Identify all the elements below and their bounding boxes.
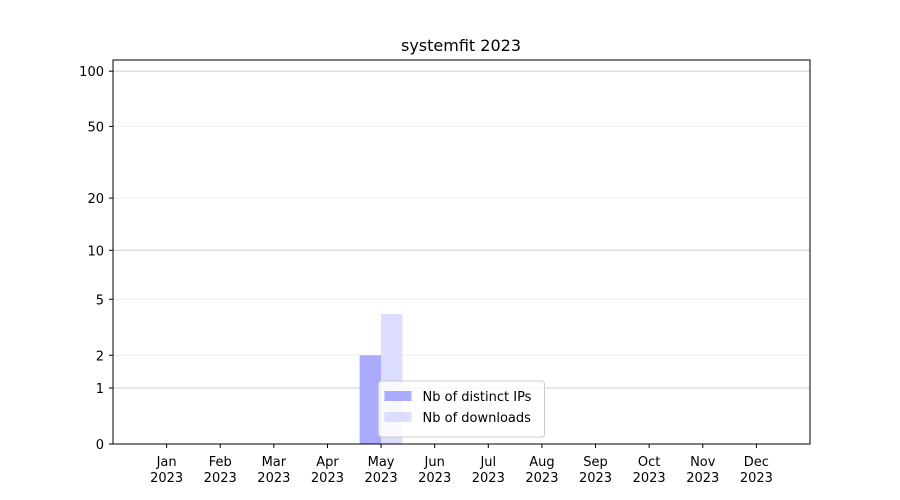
legend-label: Nb of distinct IPs [423,390,532,405]
legend-swatch [384,412,412,422]
y-tick-label: 20 [87,192,104,207]
bar [359,355,382,444]
plot-frame [112,59,811,445]
x-tick-label: Oct 2023 [633,455,666,486]
legend-label: Nb of downloads [423,411,532,426]
x-tick-label: Apr 2023 [311,455,344,486]
y-tick-label: 0 [96,438,104,453]
x-tick-label: Dec 2023 [740,455,773,486]
x-tick-label: Feb 2023 [204,455,237,486]
y-tick-label: 50 [87,120,104,135]
y-tick-label: 2 [96,349,104,364]
y-tick-label: 100 [79,65,104,80]
x-tick-label: Aug 2023 [525,455,558,486]
legend: Nb of distinct IPs Nb of downloads [378,380,545,438]
legend-box [378,380,545,438]
x-tick-label: Mar 2023 [257,455,290,486]
y-tick-label: 5 [96,293,104,308]
x-tick-label: Sep 2023 [579,455,612,486]
x-tick-label: Jun 2023 [418,455,451,486]
x-tick-label: Jan 2023 [150,455,183,486]
y-tick-label: 10 [87,244,104,259]
x-tick-label: Nov 2023 [686,455,719,486]
x-tick-label: May 2023 [365,455,398,486]
chart-title: systemfit 2023 [401,36,521,55]
y-tick-label: 1 [96,382,104,397]
x-tick-label: Jul 2023 [472,455,505,486]
legend-swatch [384,391,412,401]
